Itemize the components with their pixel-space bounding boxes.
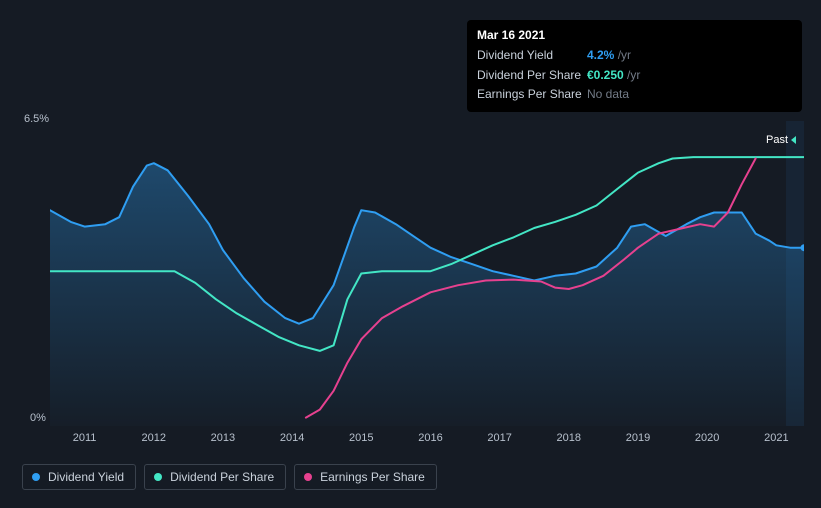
tooltip-row-label: Dividend Yield [477,46,587,65]
legend-dot-icon [304,473,312,481]
legend-item[interactable]: Dividend Per Share [144,464,286,490]
legend-dot-icon [32,473,40,481]
legend-label: Earnings Per Share [320,470,425,484]
tooltip-date: Mar 16 2021 [477,27,792,44]
tooltip-row-value: €0.250 /yr [587,66,792,85]
xaxis-tick-label: 2019 [626,432,650,444]
tooltip-table: Dividend Yield4.2% /yrDividend Per Share… [477,46,792,104]
xaxis-tick-label: 2020 [695,432,719,444]
past-marker: Past [766,134,796,146]
chart-plot-area[interactable] [50,121,804,426]
dividend-chart: 6.5% 0% Past 201120122013201420152016201… [22,104,804,456]
tooltip-row: Dividend Per Share€0.250 /yr [477,66,792,85]
legend-dot-icon [154,473,162,481]
xaxis-tick-label: 2013 [211,432,235,444]
xaxis-tick-label: 2014 [280,432,304,444]
tooltip-row-label: Earnings Per Share [477,85,587,104]
chart-legend: Dividend Yield Dividend Per Share Earnings… [22,464,437,490]
xaxis-tick-label: 2018 [557,432,581,444]
tooltip-row: Earnings Per ShareNo data [477,85,792,104]
tooltip-row-value: 4.2% /yr [587,46,792,65]
hover-tooltip: Mar 16 2021 Dividend Yield4.2% /yrDivide… [467,20,802,112]
caret-left-icon [791,136,796,144]
xaxis-tick-label: 2016 [418,432,442,444]
tooltip-row: Dividend Yield4.2% /yr [477,46,792,65]
xaxis-labels: 2011 2012 2013 2014 2015 2016 2017 2018 2019 2020… [50,432,804,450]
past-label: Past [766,134,788,146]
yaxis-max-label: 6.5% [24,113,49,125]
xaxis-tick-label: 2011 [73,432,97,444]
legend-item[interactable]: Earnings Per Share [294,464,437,490]
tooltip-row-value: No data [587,85,792,104]
xaxis-tick-label: 2021 [764,432,788,444]
legend-label: Dividend Yield [48,470,124,484]
yaxis-min-label: 0% [30,412,46,424]
legend-item[interactable]: Dividend Yield [22,464,136,490]
xaxis-tick-label: 2015 [349,432,373,444]
xaxis-tick-label: 2017 [487,432,511,444]
legend-label: Dividend Per Share [170,470,274,484]
xaxis-tick-label: 2012 [142,432,166,444]
tooltip-row-label: Dividend Per Share [477,66,587,85]
